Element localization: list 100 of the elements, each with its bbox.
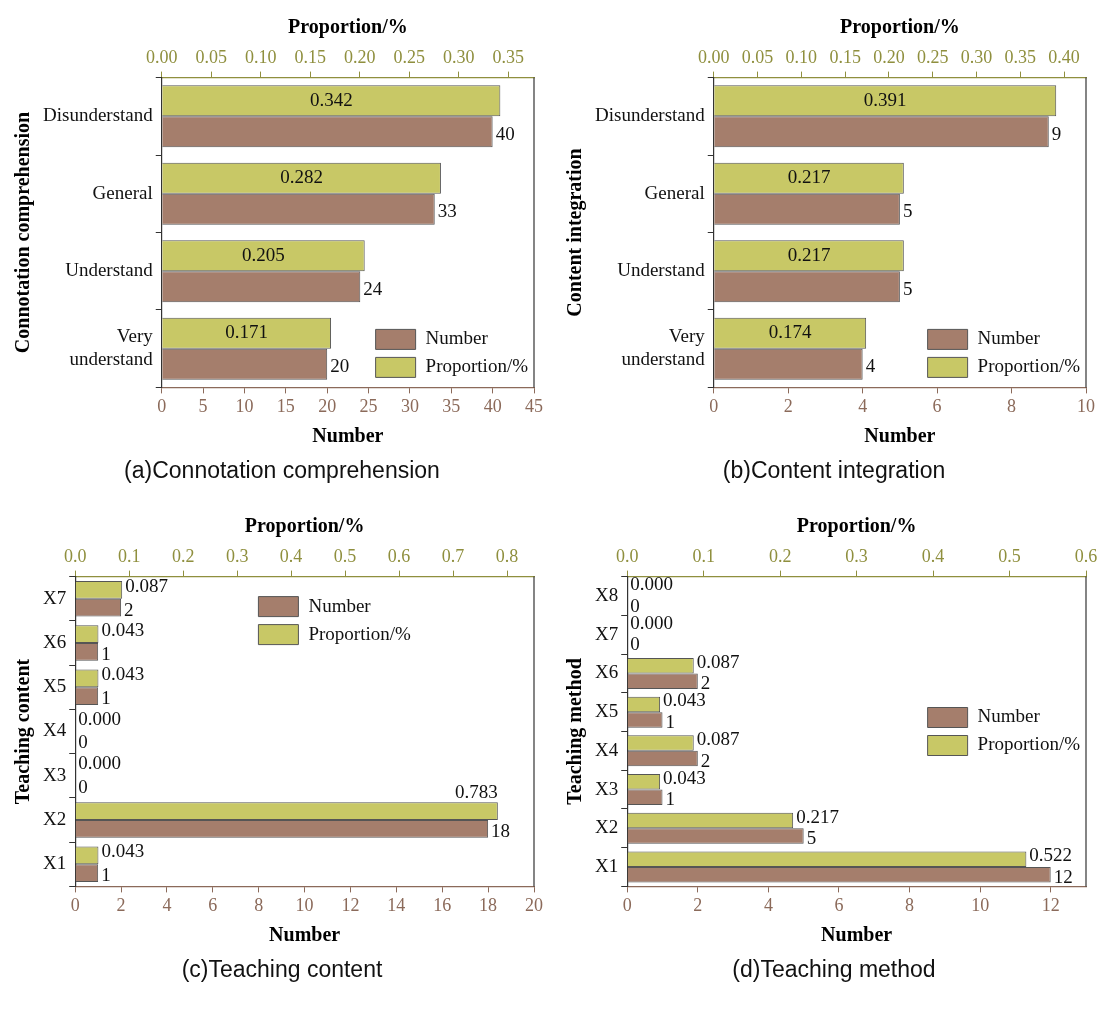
y-tick-label: X6 [42,630,67,652]
x-tick-label: 4 [763,894,773,915]
x2-tick-label: 0.0 [615,545,639,566]
data-label: 0 [78,775,88,797]
x2-axis-title: Proportion/% [840,15,960,39]
x-tick-label: 10 [971,894,990,915]
x2-tick-label: 0.6 [387,545,411,566]
y-tick-label: X8 [594,583,619,605]
text: (d)Teaching method [732,956,936,984]
x-tick-label: 40 [483,395,502,416]
data-label: 0.000 [78,751,121,773]
x-tick-label: 20 [525,894,543,915]
data-label: 0.043 [101,840,145,862]
x-tick-label: 10 [295,894,314,915]
x2-tick-label: 0.35 [492,46,525,67]
data-label: 1 [101,864,111,886]
x-tick-label: 2 [116,894,126,915]
y-axis-title: Teaching method [563,658,587,805]
y-tick-label: X7 [594,622,619,644]
data-label: 4 [865,355,876,377]
y-tick-label: X6 [594,661,619,683]
legend-label: Proportion/% [308,622,411,644]
x2-tick-label: 0.1 [692,545,715,566]
x-tick-label: 30 [400,395,419,416]
x2-tick-label: 0.25 [393,46,426,67]
x2-tick-label: 0.6 [1074,545,1098,566]
y-tick-label: X2 [42,808,67,829]
y-tick-label: Disunderstand [42,104,154,126]
x-tick-label: 4 [858,395,868,416]
x-tick-label: 45 [525,395,543,416]
data-label: 1 [665,788,676,810]
data-label: 24 [363,277,383,299]
x2-tick-label: 0.10 [245,46,277,67]
text: (a)Connotation comprehension [124,457,440,485]
data-label: 0.783 [455,781,498,803]
x2-tick-label: 0.5 [998,545,1021,566]
data-label: 0.000 [78,707,121,729]
data-label: 0.205 [242,243,285,265]
x-tick-label: 0 [157,395,167,416]
x-tick-label: 6 [834,894,844,915]
x-tick-label: 10 [1077,395,1095,416]
data-label: 0.087 [696,728,740,750]
data-label: 5 [806,827,817,849]
x-axis-title: Number [312,424,384,447]
x2-tick-label: 0.0 [63,545,87,566]
x2-tick-label: 0.7 [441,545,465,566]
data-label: 12 [1053,865,1073,887]
x2-tick-label: 0.20 [873,46,905,67]
x2-tick-label: 0.8 [495,545,519,566]
x2-tick-label: 0.30 [443,46,475,67]
x2-tick-label: 0.4 [921,545,945,566]
data-label: 2 [124,598,134,620]
data-label: 0.217 [796,805,839,827]
data-label: 0.174 [768,321,813,343]
data-label: 0.000 [630,573,673,595]
x2-tick-label: 0.2 [768,545,792,566]
x-tick-label: 6 [932,395,942,416]
data-label: 9 [1051,122,1062,144]
x-tick-label: 15 [276,395,295,416]
data-label: 0.217 [787,243,831,265]
y-tick-label: Disunderstand [594,104,706,126]
x2-tick-label: 0.4 [279,545,303,566]
x-tick-label: 0 [70,894,80,915]
data-label: 0.087 [696,650,740,672]
x2-tick-label: 0.10 [785,46,818,67]
data-label: 0.087 [125,574,168,596]
x-tick-label: 2 [783,395,793,416]
x-tick-label: 12 [1041,894,1060,915]
x2-axis-title: Proportion/% [796,514,917,538]
legend-label: Number [425,327,489,349]
text: (c)Teaching content [181,956,383,984]
y-tick-label: X5 [594,700,619,722]
x2-axis-title: Proportion/% [244,514,365,538]
x2-tick-label: 0.15 [829,46,861,67]
x-tick-label: 6 [208,894,218,915]
x-tick-label: 4 [162,894,172,915]
data-label: 0.391 [863,88,907,110]
x2-tick-label: 0.3 [225,545,249,566]
y-axis-title: Teaching content [11,658,35,805]
legend-label: Proportion/% [425,355,529,377]
x-tick-label: 12 [341,894,360,915]
x-tick-label: 5 [198,395,208,416]
data-label: 20 [330,355,350,377]
x2-tick-label: 0.5 [333,545,357,566]
y-tick-label: X5 [42,675,67,697]
x-tick-label: 10 [235,395,254,416]
y-tick-label: X1 [42,852,67,874]
data-label: 0.282 [280,166,323,188]
x2-tick-label: 0.05 [741,46,774,67]
data-label: 0.171 [225,321,269,343]
y-tick-label: X3 [42,763,67,785]
x2-tick-label: 0.20 [344,46,376,67]
x2-tick-label: 0.35 [1004,46,1037,67]
x2-tick-label: 0.1 [117,545,141,566]
x-tick-label: 8 [1007,395,1017,416]
x-tick-label: 0 [709,395,719,416]
x-tick-label: 35 [442,395,461,416]
data-label: 5 [902,200,913,222]
data-label: 0.522 [1029,844,1073,866]
data-label: 0.217 [787,166,831,188]
